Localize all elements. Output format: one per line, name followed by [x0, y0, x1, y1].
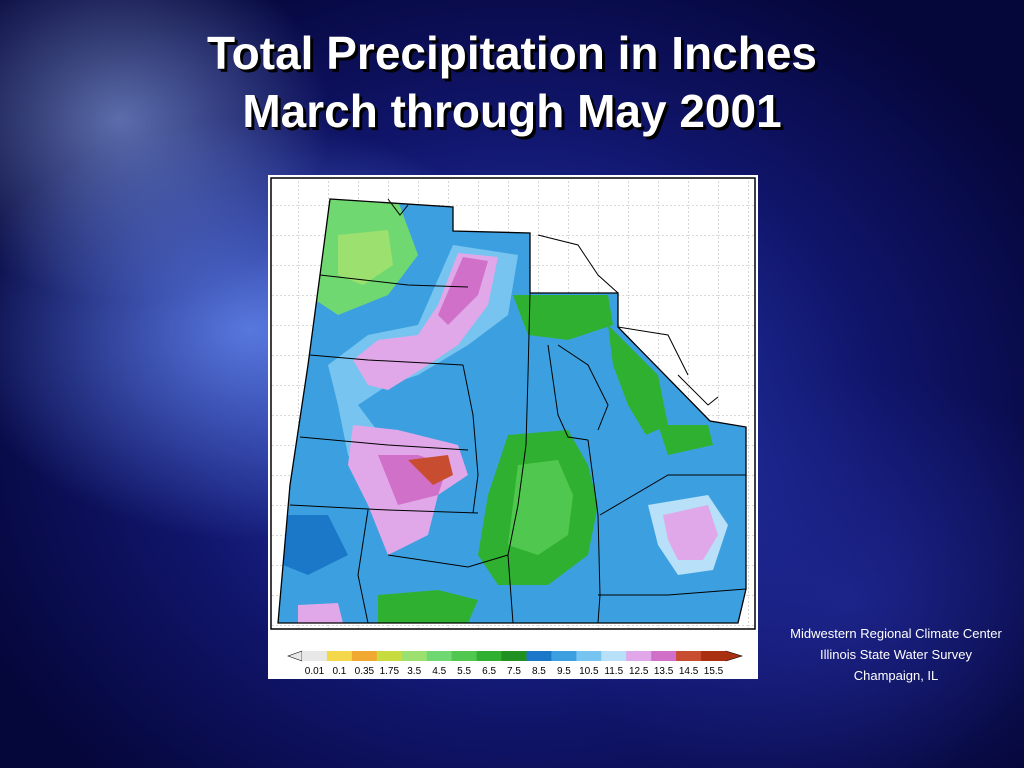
- legend-swatch: [302, 651, 328, 661]
- legend-tick-label: 6.5: [482, 666, 496, 677]
- legend-swatch: [576, 651, 602, 661]
- precipitation-map-panel: 0.01 0.1 0.35 1.75 3.5 4.5 5.5 6.5 7.5 8.5 9.5 10.5…: [268, 175, 758, 679]
- source-credits: Midwestern Regional Climate Center Illin…: [776, 623, 1016, 686]
- legend-swatch: [476, 651, 502, 661]
- legend-tick-label: 9.5: [557, 666, 571, 677]
- legend-tick-label: 10.5: [579, 666, 599, 677]
- legend-swatch: [501, 651, 527, 661]
- legend-tick-label: 12.5: [629, 666, 649, 677]
- legend-swatch: [651, 651, 677, 661]
- legend-swatch: [701, 651, 727, 661]
- legend-tick-label: 1.75: [380, 666, 400, 677]
- legend-tick-label: 14.5: [679, 666, 699, 677]
- zone-max-precip: [408, 455, 453, 485]
- legend-tick-label: 11.5: [604, 666, 623, 677]
- title-line-1: Total Precipitation in Inches: [206, 27, 818, 79]
- precipitation-field: [278, 199, 746, 623]
- precipitation-map: 0.01 0.1 0.35 1.75 3.5 4.5 5.5 6.5 7.5 8.5 9.5 10.5…: [270, 177, 756, 677]
- legend-swatch: [676, 651, 702, 661]
- zone-green-upper: [513, 295, 613, 340]
- legend-swatch: [626, 651, 652, 661]
- legend-arrow-left: [287, 650, 303, 662]
- legend-tick-label: 5.5: [457, 666, 471, 677]
- legend-swatch: [326, 651, 353, 661]
- legend-swatch: [601, 651, 627, 661]
- legend-tick-label: 8.5: [532, 666, 546, 677]
- legend-tick-label: 3.5: [407, 666, 421, 677]
- credit-agency: Illinois State Water Survey: [820, 647, 972, 662]
- credit-location: Champaign, IL: [853, 668, 939, 683]
- legend-swatch: [451, 651, 477, 661]
- legend-tick-label: 0.1: [332, 666, 346, 677]
- legend-swatch: [526, 651, 552, 661]
- credit-organization: Midwestern Regional Climate Center: [790, 626, 1002, 641]
- precipitation-legend: 0.01 0.1 0.35 1.75 3.5 4.5 5.5 6.5 7.5 8.5 9.5 10.5…: [287, 650, 744, 677]
- legend-tick-label: 0.01: [305, 666, 325, 677]
- legend-tick-label: 0.35: [355, 666, 375, 677]
- legend-swatch: [401, 651, 428, 661]
- legend-swatch: [376, 651, 403, 661]
- slide-title: Total Precipitation in Inches March thro…: [0, 24, 1024, 140]
- legend-tick-label: 13.5: [654, 666, 674, 677]
- legend-swatch: [426, 651, 453, 661]
- title-line-2: March through May 2001: [242, 85, 782, 137]
- legend-tick-label: 15.5: [704, 666, 724, 677]
- state-boundaries: [277, 198, 747, 624]
- legend-swatch: [551, 651, 577, 661]
- legend-swatch: [351, 651, 378, 661]
- legend-arrow-right: [725, 650, 744, 662]
- legend-tick-label: 4.5: [432, 666, 446, 677]
- legend-tick-label: 7.5: [507, 666, 521, 677]
